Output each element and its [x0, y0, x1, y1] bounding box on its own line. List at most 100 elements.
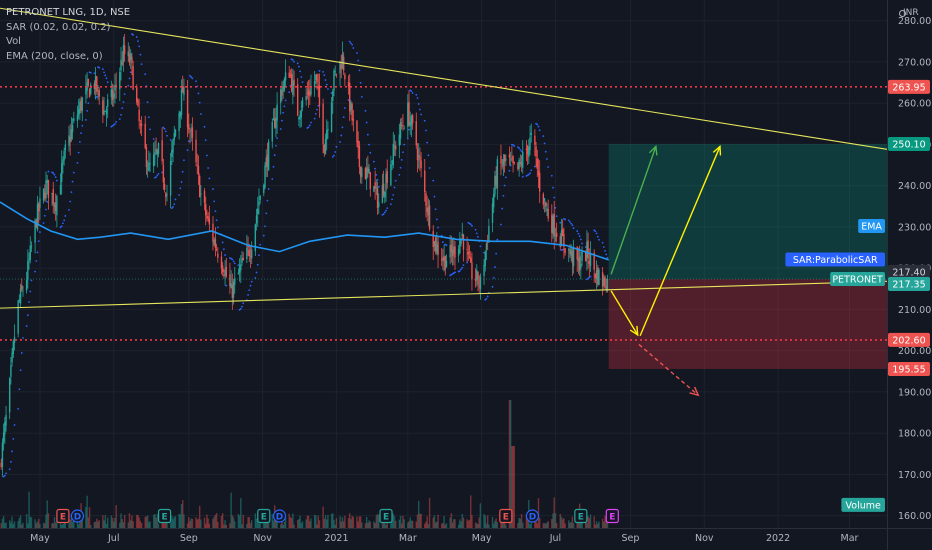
sar-dot: [389, 203, 392, 206]
volume-bar: [454, 519, 456, 528]
candle-body: [437, 241, 439, 256]
arrows[interactable]: [610, 144, 722, 397]
sar-dot: [180, 181, 183, 183]
volume-bar: [39, 524, 41, 528]
direct-upside-arrow[interactable]: [610, 146, 657, 275]
candle-body: [569, 250, 571, 255]
sar-dot: [552, 186, 554, 189]
candle-body: [298, 117, 300, 120]
dividend-marker[interactable]: [272, 509, 287, 523]
volume-tag[interactable]: [841, 497, 885, 512]
volume-bar: [552, 513, 554, 528]
ema-line: [0, 201, 609, 261]
ema-tag[interactable]: [858, 219, 885, 234]
sar-dot: [419, 108, 421, 111]
volume-bar: [594, 524, 597, 528]
candle-body: [559, 236, 561, 247]
candle-body: [530, 132, 532, 135]
loss-zone[interactable]: [608, 279, 887, 369]
sar-dot: [17, 407, 20, 410]
candle-body: [162, 165, 165, 183]
support-trendline[interactable]: [0, 280, 888, 309]
marker-letter: E: [503, 513, 509, 523]
sar-dot: [281, 119, 283, 122]
candle-body: [390, 164, 392, 186]
volume-bar: [351, 515, 353, 528]
sar-dot: [330, 92, 333, 94]
indicator-tags[interactable]: EMA SAR:ParabolicSAR PETRONET Volume: [785, 219, 885, 512]
dividend-marker[interactable]: [70, 509, 85, 523]
sar-dot: [376, 178, 379, 181]
candle-body: [519, 161, 522, 164]
volume-bar: [213, 516, 215, 528]
volume-bar: [27, 523, 29, 528]
sar-dot: [554, 206, 557, 209]
volume-bar: [229, 523, 231, 528]
candle-body: [332, 91, 334, 102]
volume-bar: [189, 520, 191, 528]
sar-tag[interactable]: [785, 252, 885, 267]
candle-body: [576, 247, 578, 260]
earnings-marker[interactable]: [157, 508, 172, 524]
rebound-arrow[interactable]: [639, 146, 721, 337]
resistance-trendline[interactable]: [0, 7, 888, 150]
sar-dot: [166, 134, 168, 137]
breakdown-arrow[interactable]: [638, 343, 699, 396]
candle-body: [21, 285, 23, 290]
petronet-tag[interactable]: [830, 272, 885, 287]
volume-bar: [416, 514, 419, 528]
candle-body: [129, 53, 132, 61]
candle-body: [190, 130, 192, 131]
currency-label[interactable]: INR: [903, 8, 919, 18]
candle-body: [39, 198, 41, 209]
candle-body: [462, 234, 465, 250]
volume-bar: [81, 514, 83, 528]
sar-dot: [318, 70, 321, 72]
candle-body: [450, 244, 453, 252]
sar-dot: [474, 228, 477, 231]
earnings-marker[interactable]: [56, 508, 70, 524]
volume-bar: [547, 521, 549, 528]
earnings-marker[interactable]: [379, 508, 393, 524]
earnings-marker[interactable]: [605, 508, 619, 524]
candle-body: [493, 193, 495, 208]
symbol-title[interactable]: PETRONET LNG, 1D, NSE: [6, 7, 131, 18]
volume-bar: [137, 514, 139, 528]
sar-dot: [323, 74, 326, 77]
legend-vol[interactable]: Vol: [6, 36, 21, 47]
volume-bar: [598, 521, 600, 528]
volume-bar: [139, 520, 142, 528]
candle-body: [367, 166, 369, 173]
earnings-marker[interactable]: [499, 508, 513, 524]
dividend-marker[interactable]: [525, 509, 540, 523]
volume-bar: [119, 522, 121, 528]
candle-body: [161, 140, 163, 162]
earnings-marker[interactable]: [257, 508, 271, 524]
pullback-arrow[interactable]: [610, 290, 639, 336]
drawings[interactable]: [0, 7, 888, 341]
candle-body: [584, 251, 587, 262]
earnings-marker[interactable]: [574, 508, 588, 524]
candle-body: [212, 223, 214, 243]
legend-ema[interactable]: EMA (200, close, 0): [6, 50, 103, 62]
sar-dot: [129, 71, 132, 74]
volume-bar: [437, 514, 439, 528]
legend-sar[interactable]: SAR (0.02, 0.02, 0.2): [6, 21, 111, 33]
volume-bar: [564, 523, 566, 528]
candle-body: [293, 79, 295, 86]
sar-dot: [373, 160, 375, 163]
sar-dot: [247, 294, 249, 296]
sar-dot: [37, 240, 40, 243]
candle-body: [391, 161, 393, 163]
volume-bar: [305, 519, 307, 528]
candle-body: [334, 71, 336, 73]
sar-dot: [214, 210, 217, 213]
volume-bar: [87, 517, 90, 528]
volume-bar: [561, 519, 564, 528]
sar-dot: [173, 203, 176, 206]
sar-dot: [80, 132, 82, 135]
candle-body: [238, 266, 241, 273]
volume-bar: [289, 516, 292, 528]
